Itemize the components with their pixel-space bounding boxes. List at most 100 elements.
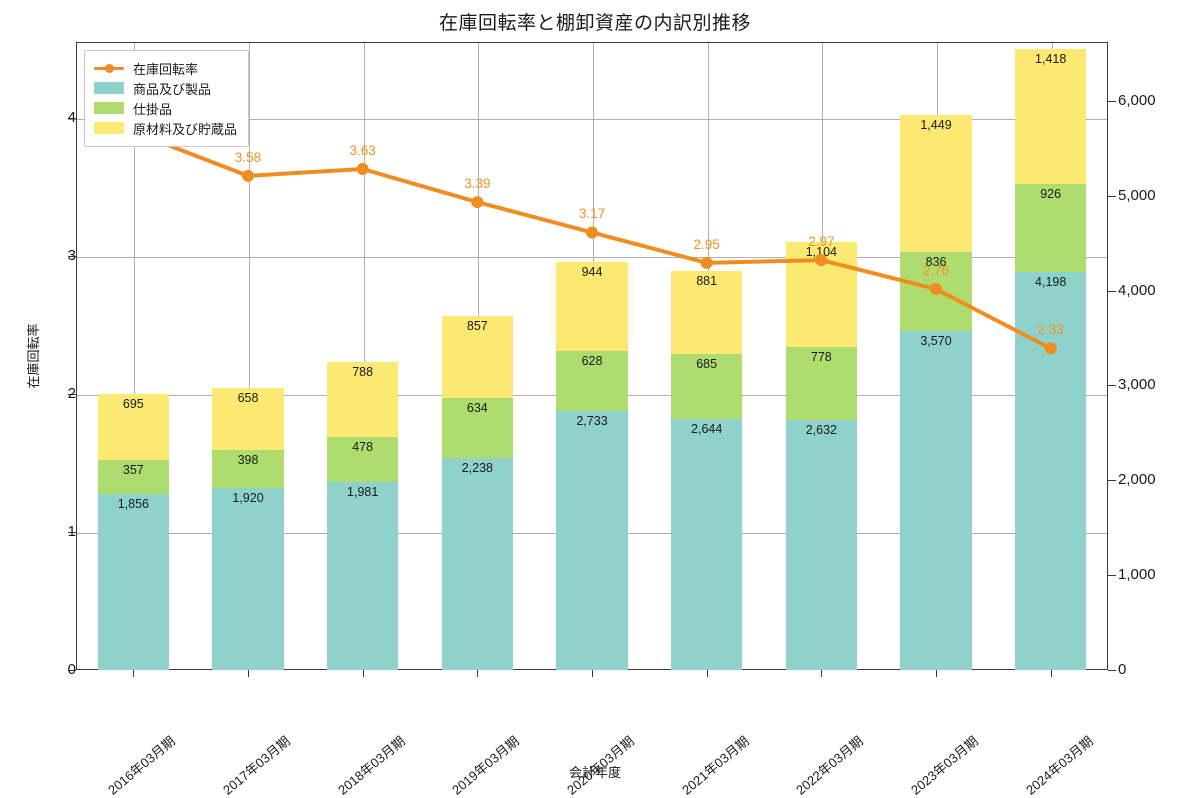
bar-value-label: 2,644 [691, 422, 723, 437]
bar-segment[interactable] [441, 457, 513, 670]
y-axis-left-tick-mark [68, 255, 76, 257]
y-axis-left-tick-mark [68, 117, 76, 119]
x-axis-tick-mark [706, 670, 708, 677]
y-axis-left-tick-label: 2 [67, 384, 76, 402]
y-axis-right-tick-label: 1,000 [1118, 566, 1156, 584]
bar-value-label: 881 [696, 273, 718, 288]
legend-color-swatch [94, 122, 124, 134]
legend-item[interactable]: 商品及び製品 [94, 78, 237, 98]
gridline-vertical [134, 43, 136, 669]
y-axis-right-tick-mark [1108, 670, 1116, 671]
bar-segment[interactable] [212, 450, 284, 488]
legend-item[interactable]: 仕掛品 [94, 98, 237, 118]
line-value-label: 2.95 [693, 236, 720, 252]
legend-item[interactable]: 原材料及び貯蔵品 [94, 118, 237, 138]
bar-segment[interactable] [97, 394, 169, 461]
y-axis-left-tick-mark [68, 393, 76, 395]
bar-segment[interactable] [900, 331, 972, 670]
bar-value-label: 2,632 [805, 423, 837, 438]
bar-value-label: 926 [1040, 186, 1062, 201]
y-axis-right-tick-label: 2,000 [1118, 471, 1156, 489]
bar-value-label: 1,449 [920, 117, 952, 132]
bar-segment[interactable] [327, 436, 399, 483]
y-axis-left-tick-label: 0 [67, 661, 76, 678]
bar-value-label: 1,981 [347, 485, 379, 500]
bar-segment[interactable] [671, 354, 743, 420]
y-axis-right-tick-label: 5,000 [1118, 186, 1156, 204]
legend-color-swatch [94, 82, 124, 94]
bar-segment[interactable] [900, 114, 972, 253]
bar-segment[interactable] [1015, 49, 1087, 184]
y-axis-left-label: 在庫回転率 [26, 323, 42, 389]
x-axis-tick-mark [477, 670, 479, 677]
y-axis-right-tick-mark [1108, 195, 1116, 197]
bar-value-label: 944 [581, 264, 603, 279]
bar-value-label: 4,198 [1035, 274, 1067, 289]
bar-value-label: 778 [810, 349, 832, 364]
x-axis-tick-mark [362, 670, 364, 677]
legend-color-swatch [94, 102, 124, 114]
y-axis-right-tick-mark [1108, 480, 1116, 482]
bar-segment[interactable] [785, 346, 857, 421]
x-axis-tick-mark [248, 670, 249, 677]
x-axis-tick-mark [592, 670, 593, 677]
bar-value-label: 695 [122, 397, 144, 412]
legend-item-label: 原材料及び貯蔵品 [133, 121, 238, 137]
bar-segment[interactable] [441, 397, 513, 458]
y-axis-left-tick-label: 1 [67, 522, 76, 540]
bar-segment[interactable] [97, 460, 169, 494]
y-axis-left-label-wrap: 在庫回転率 [6, 42, 41, 670]
y-axis-right-tick-label: 3,000 [1118, 376, 1156, 394]
y-axis-right-tick-mark [1108, 100, 1116, 102]
legend-item-label: 仕掛品 [133, 101, 173, 117]
gridline-vertical [249, 43, 250, 669]
legend-item-label: 商品及び製品 [133, 81, 212, 97]
bar-segment[interactable] [785, 420, 857, 670]
bar-value-label: 857 [466, 319, 488, 334]
chart-title: 在庫回転率と棚卸資産の内訳別推移 [438, 13, 751, 34]
bar-value-label: 634 [466, 400, 488, 415]
legend-item[interactable]: 在庫回転率 [94, 58, 237, 78]
chart-legend[interactable]: 在庫回転率商品及び製品 仕掛品原材料及び貯蔵品 [84, 50, 250, 147]
bar-segment[interactable] [556, 351, 628, 411]
bar-value-label: 357 [122, 463, 144, 478]
line-value-label: 3.17 [578, 206, 606, 222]
bar-value-label: 2,238 [461, 460, 493, 475]
bar-value-label: 398 [237, 453, 259, 468]
bar-segment[interactable] [327, 482, 399, 670]
bar-value-label: 788 [352, 364, 374, 379]
x-axis-tick-mark [1050, 670, 1052, 677]
bar-segment[interactable] [97, 493, 169, 670]
y-axis-left-tick-label: 4 [67, 108, 76, 126]
bar-value-label: 3,570 [920, 334, 952, 349]
bar-value-label: 1,418 [1035, 52, 1067, 67]
x-axis-tick-mark [133, 670, 135, 677]
bar-value-label: 1,920 [232, 490, 264, 505]
bar-segment[interactable] [556, 410, 628, 670]
y-axis-right-tick-label: 6,000 [1118, 91, 1156, 109]
line-value-label: 2.33 [1037, 322, 1064, 338]
bar-segment[interactable] [327, 361, 399, 437]
legend-line-dot-icon [105, 64, 114, 73]
line-value-label: 3.58 [234, 149, 262, 165]
y-axis-right-tick-mark [1108, 575, 1116, 577]
bar-value-label: 1,856 [117, 496, 149, 511]
y-axis-right-tick-mark [1108, 290, 1116, 292]
bar-value-label: 478 [352, 439, 374, 454]
y-axis-left-tick-label: 3 [67, 246, 76, 264]
y-axis-left-tick-mark [68, 531, 76, 533]
bar-value-label: 685 [696, 357, 718, 372]
bar-segment[interactable] [212, 487, 284, 670]
legend-line-marker-icon [94, 61, 124, 75]
y-axis-left-tick-mark [68, 670, 76, 671]
bar-segment[interactable] [212, 387, 284, 451]
y-axis-right-tick-label: 4,000 [1118, 281, 1156, 299]
line-value-label: 2.76 [922, 263, 950, 279]
y-axis-right-tick-label: 0 [1118, 661, 1127, 678]
bar-segment[interactable] [671, 419, 743, 670]
legend-item-label: 在庫回転率 [133, 61, 199, 77]
x-axis-tick-mark [821, 670, 823, 677]
gridline-horizontal [77, 118, 1107, 120]
line-value-label: 3.39 [464, 176, 491, 192]
